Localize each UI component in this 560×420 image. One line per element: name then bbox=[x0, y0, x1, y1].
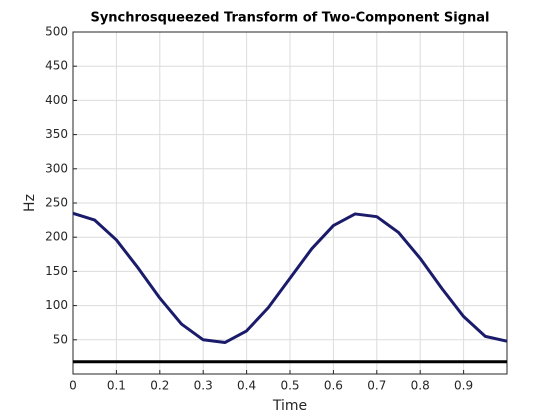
y-tick-label: 150 bbox=[45, 264, 68, 278]
y-axis-label: Hz bbox=[22, 194, 38, 212]
x-tick-label: 0.4 bbox=[237, 379, 256, 393]
y-tick-label: 50 bbox=[53, 332, 68, 346]
y-tick-label: 350 bbox=[45, 127, 68, 141]
x-tick-label: 0.5 bbox=[280, 379, 299, 393]
x-tick-label: 0.9 bbox=[454, 379, 473, 393]
x-tick-label: 0.2 bbox=[150, 379, 169, 393]
chart-title: Synchrosqueezed Transform of Two-Compone… bbox=[90, 11, 489, 26]
y-tick-label: 450 bbox=[45, 59, 68, 73]
x-tick-label: 0.6 bbox=[324, 379, 343, 393]
data-line bbox=[72, 211, 508, 345]
y-tick-label: 300 bbox=[45, 161, 68, 175]
x-tick-label: 0.1 bbox=[107, 379, 126, 393]
y-tick-label: 250 bbox=[45, 196, 68, 210]
x-tick-label: 0.3 bbox=[194, 379, 213, 393]
y-tick-label: 500 bbox=[45, 25, 68, 39]
x-tick-label: 0 bbox=[69, 379, 77, 393]
y-tick-label: 100 bbox=[45, 298, 68, 312]
y-tick-label: 200 bbox=[45, 230, 68, 244]
x-axis-label: Time bbox=[272, 398, 307, 414]
axes-box bbox=[72, 31, 508, 375]
y-tick-label: 400 bbox=[45, 93, 68, 107]
x-tick-label: 0.8 bbox=[411, 379, 430, 393]
x-tick-label: 0.7 bbox=[367, 379, 386, 393]
